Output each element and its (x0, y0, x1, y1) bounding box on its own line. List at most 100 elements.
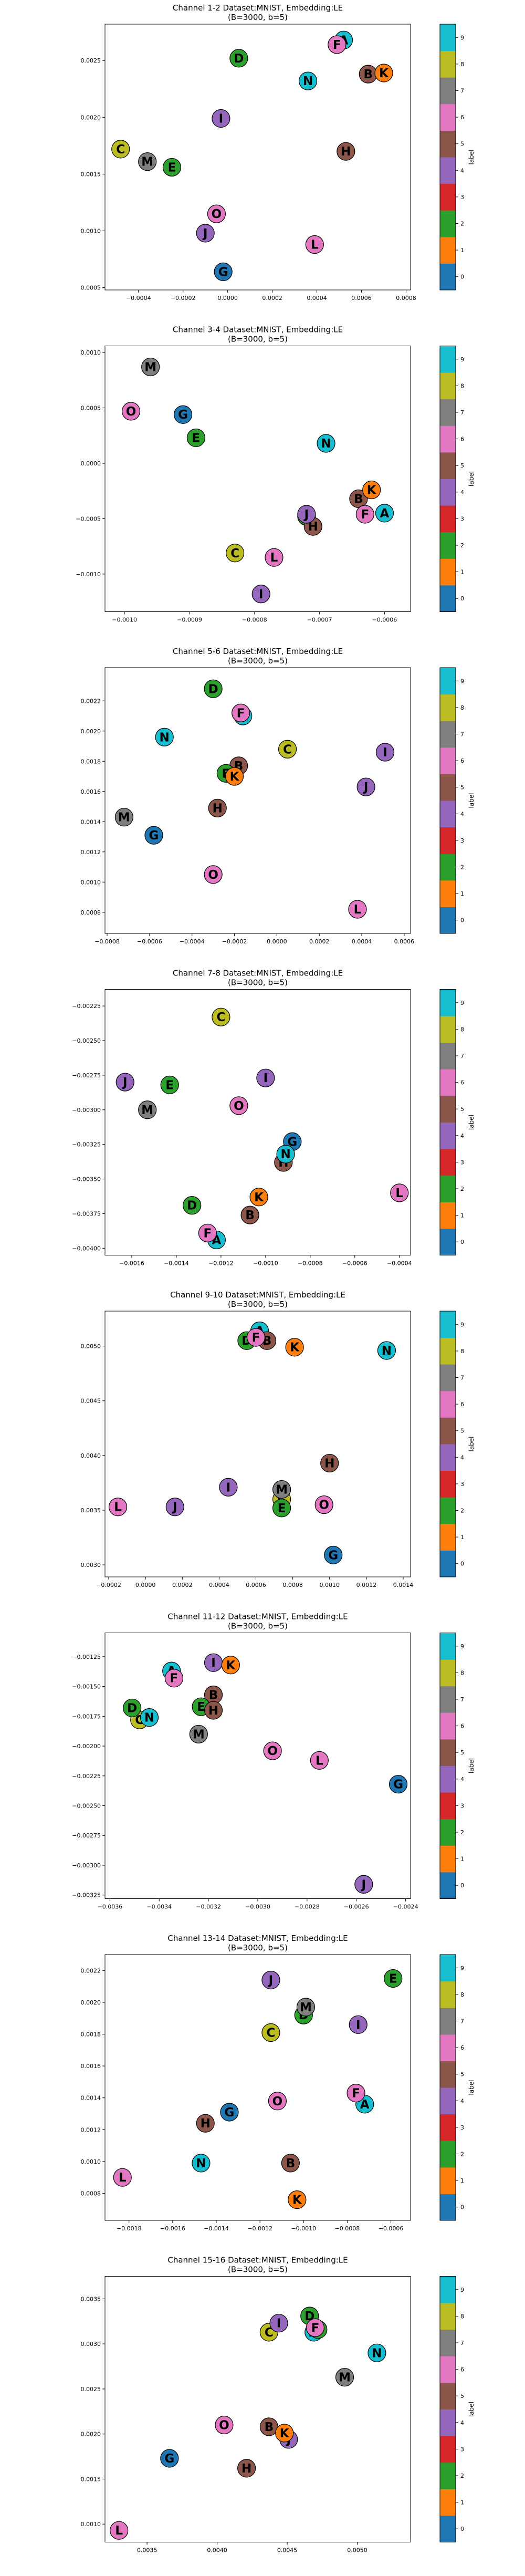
point-marker (144, 826, 163, 845)
y-tick-label: 0.0035 (81, 2295, 101, 2302)
colorbar-segment (440, 558, 456, 586)
point-marker (198, 1223, 217, 1242)
colorbar-segment (440, 1202, 456, 1229)
point-label: O (267, 1744, 278, 1758)
point-label: E (197, 1700, 205, 1714)
point-label: C (283, 743, 292, 756)
point-marker (285, 1338, 304, 1357)
plot-area (104, 1633, 411, 1899)
plot-area (104, 346, 411, 612)
scatter-point-N: N (377, 1341, 396, 1360)
point-label: O (208, 868, 218, 882)
colorbar-tick-label: 0 (460, 917, 464, 924)
colorbar-tick-label: 3 (460, 2446, 464, 2453)
scatter-point-D: D (229, 49, 248, 68)
point-marker (261, 2023, 280, 2042)
point-marker (306, 2318, 325, 2337)
point-marker (121, 402, 141, 421)
colorbar-segment (440, 2382, 456, 2409)
y-tick-label: 0.0010 (81, 879, 101, 886)
colorbar-tick-label: 3 (460, 194, 464, 201)
colorbar-label: label (468, 1758, 475, 1773)
point-label: I (211, 1656, 216, 1670)
colorbar-tick-label: 0 (460, 2204, 464, 2211)
y-tick-label: 0.0035 (81, 1507, 101, 1514)
point-label: F (361, 508, 369, 522)
scatter-point-M: M (272, 1480, 291, 1499)
scatter-point-N: N (140, 1708, 159, 1727)
colorbar-segment (440, 183, 456, 211)
point-label: K (280, 2427, 290, 2440)
colorbar-tick-label: 1 (460, 1534, 464, 1541)
point-label: N (372, 2346, 382, 2360)
colorbar-segment (440, 2034, 456, 2061)
scatter-point-L: L (113, 2168, 132, 2187)
chart-panel-7: Channel 13-14 Dataset:MNIST, Embedding:L… (81, 1934, 476, 2232)
colorbar-segment (440, 263, 456, 290)
x-tick-label: −0.0012 (247, 2225, 272, 2232)
colorbar-segment (440, 1228, 456, 1255)
point-marker (349, 2015, 368, 2034)
point-label: M (193, 1728, 205, 1741)
point-marker (314, 1495, 333, 1514)
point-label: O (272, 2095, 283, 2108)
scatter-point-J: J (261, 1970, 280, 1990)
point-label: B (245, 1209, 255, 1222)
x-tick-label: −0.0006 (379, 2225, 404, 2232)
y-tick-label: 0.0005 (81, 405, 101, 412)
scatter-point-G: G (388, 1775, 408, 1794)
colorbar-tick-label: 1 (460, 2177, 464, 2184)
scatter-point-F: F (346, 2084, 365, 2103)
x-tick-label: −0.0034 (146, 1904, 172, 1910)
scatter-point-B: B (240, 1206, 259, 1224)
point-marker (226, 544, 245, 563)
point-label: K (292, 2194, 302, 2207)
point-label: M (276, 1483, 288, 1497)
colorbar-segment (440, 827, 456, 854)
x-tick-label: −0.0009 (177, 617, 202, 624)
point-marker (375, 504, 394, 523)
point-marker (269, 2314, 288, 2333)
point-marker (317, 434, 335, 453)
colorbar-segment (440, 1390, 456, 1418)
point-marker (275, 2424, 294, 2443)
point-label: I (259, 588, 264, 601)
point-marker (160, 1075, 179, 1094)
colorbar-frame (439, 1311, 456, 1577)
colorbar-segment (440, 907, 456, 934)
y-tick-label: −0.00225 (72, 1003, 101, 1010)
scatter-point-D: D (204, 679, 223, 698)
y-tick-label: 0.0014 (81, 2095, 101, 2102)
scatter-point-N: N (192, 2154, 211, 2173)
colorbar-segment (440, 50, 456, 78)
colorbar-tick-label: 1 (460, 2499, 464, 2506)
scatter-point-L: L (390, 1183, 409, 1202)
scatter-point-K: K (288, 2190, 307, 2209)
scatter-point-E: E (162, 158, 182, 177)
point-label: E (168, 161, 176, 174)
colorbar-frame (439, 24, 456, 290)
point-label: G (164, 2452, 174, 2466)
colorbar-tick-label: 9 (460, 356, 464, 363)
point-marker (196, 224, 215, 243)
colorbar-segment (440, 1095, 456, 1123)
scatter-point-O: O (229, 1096, 248, 1115)
point-marker (111, 140, 130, 159)
colorbar-tick-label: 3 (460, 515, 464, 522)
colorbar-frame (439, 346, 456, 612)
scatter-point-F: F (355, 505, 374, 524)
colorbar-segment (440, 1633, 456, 1660)
x-tick-label: −0.0010 (291, 2225, 316, 2232)
colorbar-segment (440, 2061, 456, 2088)
colorbar-segment (440, 479, 456, 506)
colorbar-tick-label: 2 (460, 1829, 464, 1836)
scatter-point-O: O (121, 402, 141, 421)
colorbar-frame (439, 667, 456, 934)
point-label: H (213, 802, 223, 815)
x-tick-label: −0.0006 (342, 1260, 368, 1267)
scatter-point-C: C (226, 544, 245, 563)
scatter-point-M: M (141, 357, 160, 377)
point-marker (246, 1328, 266, 1347)
colorbar-segment (440, 1523, 456, 1551)
colorbar-segment (440, 1872, 456, 1899)
